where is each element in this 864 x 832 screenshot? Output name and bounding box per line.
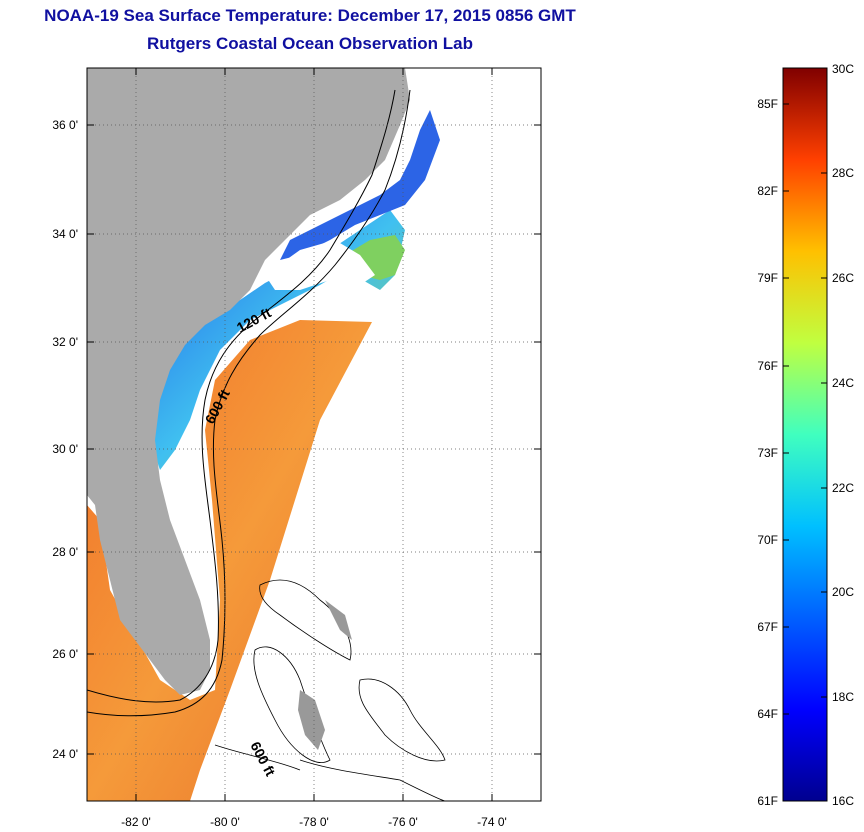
cb-f-label: 85F xyxy=(757,97,778,111)
cb-c-label: 16C xyxy=(832,794,854,808)
frame-ticks xyxy=(87,68,541,801)
lat-label: 34 0' xyxy=(52,227,78,241)
cb-c-label: 28C xyxy=(832,166,854,180)
lat-label: 24 0' xyxy=(52,747,78,761)
cb-f-label: 70F xyxy=(757,533,778,547)
island-grey xyxy=(298,690,325,750)
cb-f-label: 61F xyxy=(757,794,778,808)
cb-c-label: 24C xyxy=(832,376,854,390)
land-mainland xyxy=(87,68,410,695)
map-subtitle: Rutgers Coastal Ocean Observation Lab xyxy=(147,34,473,53)
cb-f-label: 67F xyxy=(757,620,778,634)
lat-label: 28 0' xyxy=(52,545,78,559)
cb-c-label: 18C xyxy=(832,690,854,704)
lon-label: -78 0' xyxy=(299,815,329,829)
lat-label: 36 0' xyxy=(52,118,78,132)
lat-label: 32 0' xyxy=(52,335,78,349)
lon-label: -80 0' xyxy=(210,815,240,829)
nodata-sound xyxy=(265,240,375,290)
cb-c-label: 20C xyxy=(832,585,854,599)
colorbar-ticks xyxy=(783,103,827,715)
bahamas-contours xyxy=(214,579,446,801)
sst-swath-cool xyxy=(150,210,405,470)
cb-c-label: 22C xyxy=(832,481,854,495)
lon-label: -74 0' xyxy=(477,815,507,829)
sst-swath-warm xyxy=(87,320,372,801)
cb-f-label: 76F xyxy=(757,359,778,373)
sst-patch-cold-north xyxy=(280,110,440,260)
cb-c-label: 26C xyxy=(832,271,854,285)
lon-label: -76 0' xyxy=(388,815,418,829)
cb-f-label: 64F xyxy=(757,707,778,721)
lat-label: 26 0' xyxy=(52,647,78,661)
cb-c-label: 30C xyxy=(832,62,854,76)
colorbar xyxy=(782,67,828,802)
lon-label: -82 0' xyxy=(121,815,151,829)
lat-label: 30 0' xyxy=(52,442,78,456)
isobaths xyxy=(87,89,411,717)
map-title: NOAA-19 Sea Surface Temperature: Decembe… xyxy=(44,6,576,25)
cb-f-label: 79F xyxy=(757,271,778,285)
cb-f-label: 73F xyxy=(757,446,778,460)
island-grey-2 xyxy=(325,600,352,640)
cb-f-label: 82F xyxy=(757,184,778,198)
